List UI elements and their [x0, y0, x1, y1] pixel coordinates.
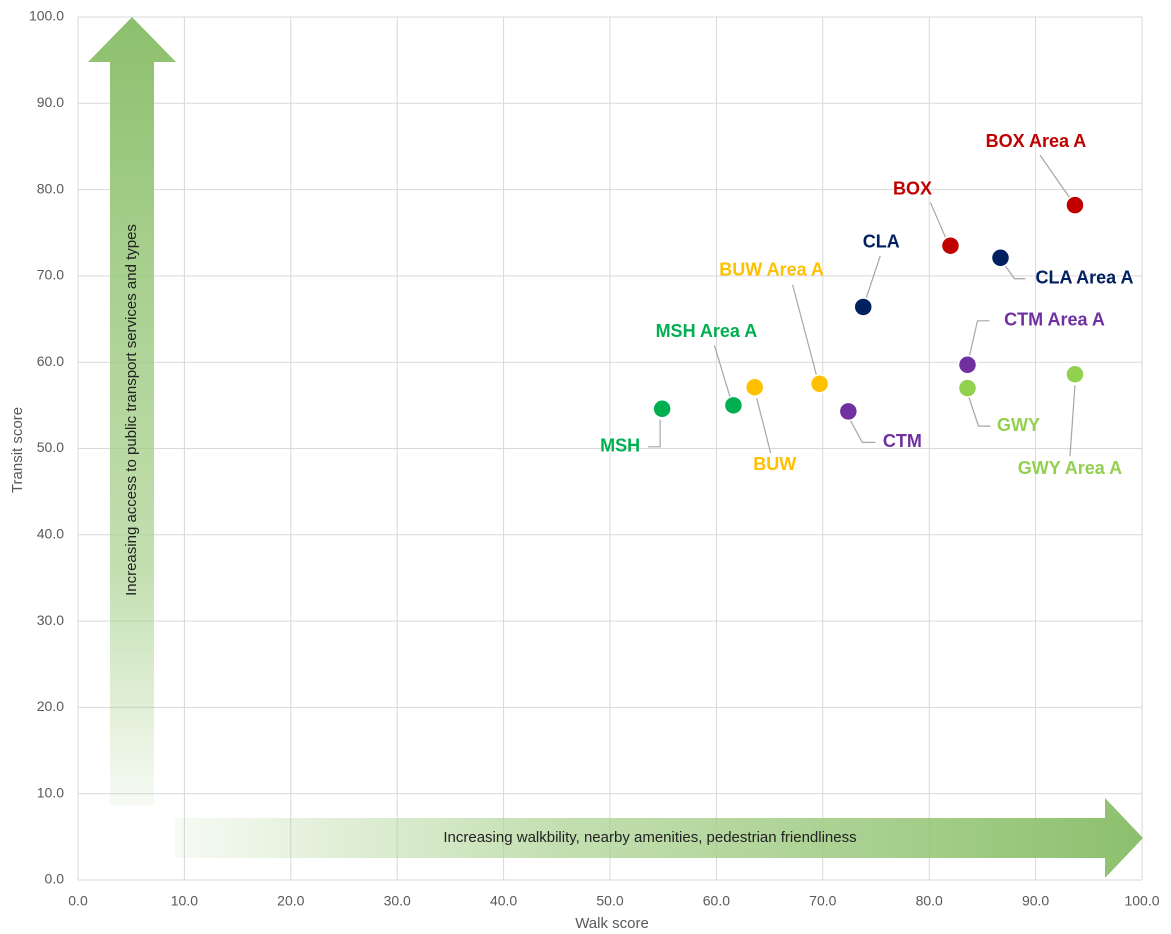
horizontal-arrow-text: Increasing walkbility, nearby amenities,…	[443, 829, 856, 846]
leader-line	[929, 202, 948, 240]
leader-line	[1003, 264, 1026, 280]
leader-line	[967, 395, 991, 427]
y-axis-title: Transit score	[9, 407, 26, 493]
point	[723, 395, 744, 416]
x-tick-label: 10.0	[171, 893, 198, 909]
y-tick-label: 10.0	[37, 784, 64, 800]
point-label: CTM Area A	[1004, 310, 1105, 330]
point-label: CTM	[883, 431, 922, 451]
leader-line	[1069, 385, 1076, 457]
x-tick-label: 100.0	[1124, 893, 1159, 909]
point-label: GWY Area A	[1018, 458, 1122, 478]
leader-line	[713, 345, 731, 399]
point	[990, 248, 1011, 268]
y-tick-label: 60.0	[37, 353, 64, 369]
y-tick-label: 80.0	[37, 180, 64, 196]
point	[957, 355, 978, 375]
leader-line	[849, 420, 876, 443]
vertical-arrow-text: Increasing access to public transport se…	[123, 224, 140, 596]
leader-line	[648, 419, 661, 448]
point	[853, 297, 873, 317]
y-tick-label: 0.0	[45, 871, 65, 887]
point	[940, 235, 961, 256]
x-tick-label: 90.0	[1022, 893, 1049, 909]
point-label: GWY	[997, 415, 1040, 435]
point-label: CLA Area A	[1035, 268, 1133, 288]
point-label: BUW Area A	[719, 260, 824, 280]
x-tick-label: 0.0	[68, 893, 88, 909]
point-label: CLA	[863, 232, 900, 252]
leader-line	[756, 398, 772, 454]
y-tick-label: 40.0	[37, 526, 64, 542]
horizontal-arrow	[175, 798, 1143, 878]
leader-line	[792, 284, 818, 376]
leader-line	[1039, 154, 1071, 199]
x-tick-label: 80.0	[916, 893, 943, 909]
x-tick-label: 50.0	[596, 893, 623, 909]
point-label: MSH	[600, 436, 640, 456]
point	[1065, 364, 1085, 385]
y-tick-label: 90.0	[37, 94, 64, 110]
grid	[77, 16, 1143, 881]
point-label: BOX Area A	[986, 131, 1087, 151]
point	[957, 378, 978, 398]
point	[809, 374, 830, 394]
point-label: MSH Area A	[656, 321, 758, 341]
x-axis-title: Walk score	[575, 915, 649, 932]
vertical-arrow	[88, 17, 176, 805]
point-label: BUW	[753, 454, 796, 474]
y-tick-label: 100.0	[29, 8, 64, 24]
x-tick-label: 40.0	[490, 893, 517, 909]
leader-line	[865, 255, 881, 299]
point	[1065, 195, 1085, 215]
point	[652, 399, 672, 419]
point-label: BOX	[893, 178, 932, 198]
x-tick-label: 60.0	[703, 893, 730, 909]
point	[838, 401, 859, 422]
x-tick-label: 70.0	[809, 893, 836, 909]
x-tick-label: 20.0	[277, 893, 304, 909]
y-tick-label: 70.0	[37, 267, 64, 283]
point	[744, 377, 765, 397]
y-tick-label: 30.0	[37, 612, 64, 628]
x-tick-label: 30.0	[384, 893, 411, 909]
y-tick-label: 50.0	[37, 439, 64, 455]
y-tick-label: 20.0	[37, 698, 64, 714]
leader-line	[968, 320, 990, 356]
